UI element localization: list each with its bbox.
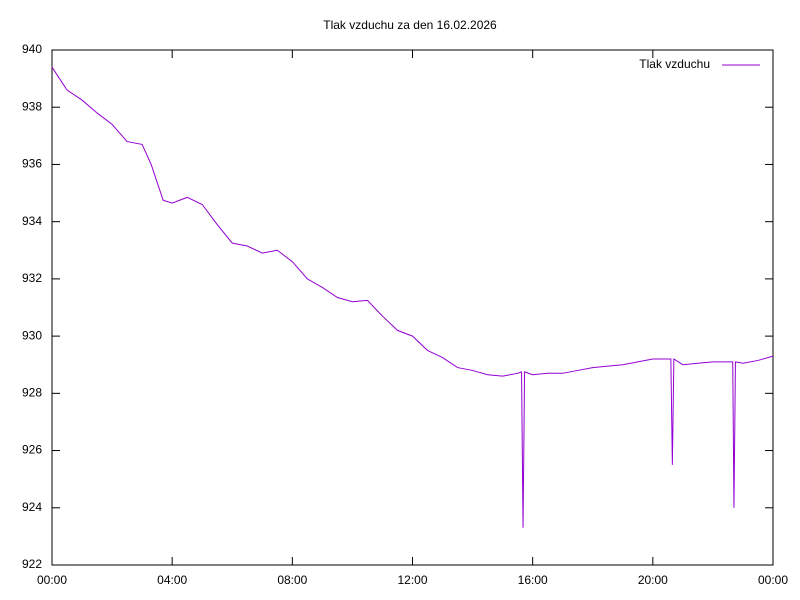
legend-label: Tlak vzduchu	[639, 57, 710, 71]
x-tick-label: 08:00	[277, 573, 307, 587]
y-tick-label: 926	[22, 443, 42, 457]
x-tick-label: 00:00	[37, 573, 67, 587]
chart-title: Tlak vzduchu za den 16.02.2026	[323, 18, 497, 32]
y-tick-label: 928	[22, 386, 42, 400]
x-tick-label: 12:00	[397, 573, 427, 587]
x-tick-label: 00:00	[758, 573, 788, 587]
y-tick-label: 938	[22, 99, 42, 113]
y-tick-label: 930	[22, 328, 42, 342]
plot-border	[51, 49, 774, 566]
y-tick-label: 934	[22, 214, 42, 228]
y-tick-label: 936	[22, 157, 42, 171]
x-tick-label: 04:00	[157, 573, 187, 587]
x-tick-label: 20:00	[638, 573, 668, 587]
y-tick-label: 924	[22, 500, 42, 514]
y-tick-label: 922	[22, 557, 42, 571]
series-line	[51, 66, 774, 528]
x-tick-label: 16:00	[518, 573, 548, 587]
y-tick-label: 940	[22, 42, 42, 56]
y-tick-label: 932	[22, 271, 42, 285]
